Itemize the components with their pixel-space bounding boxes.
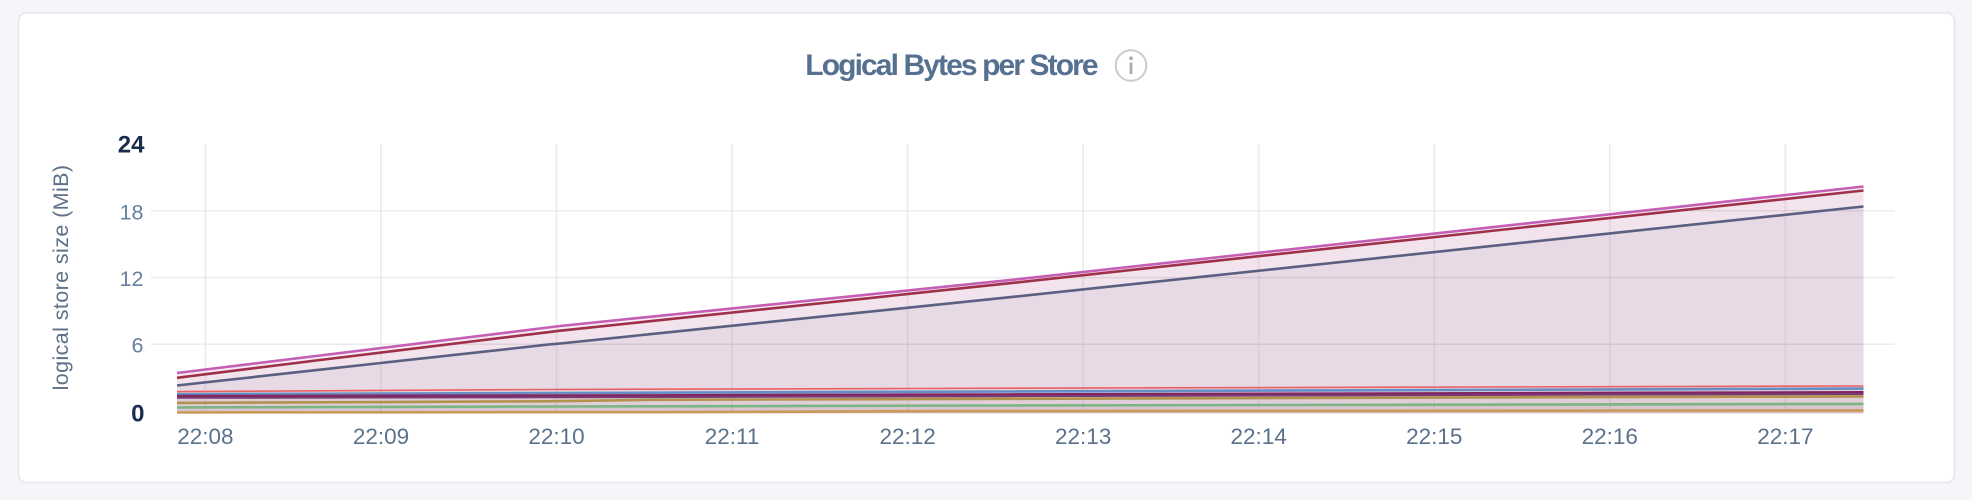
svg-text:18: 18 bbox=[120, 200, 144, 224]
svg-text:24: 24 bbox=[118, 131, 145, 158]
svg-text:22:10: 22:10 bbox=[528, 424, 584, 449]
svg-text:22:13: 22:13 bbox=[1055, 424, 1111, 449]
svg-text:logical store size (MiB): logical store size (MiB) bbox=[49, 165, 73, 391]
svg-text:Logical Bytes per Store: Logical Bytes per Store bbox=[805, 49, 1098, 82]
svg-text:22:11: 22:11 bbox=[705, 424, 760, 449]
svg-text:22:08: 22:08 bbox=[177, 424, 233, 449]
svg-text:22:09: 22:09 bbox=[353, 424, 409, 449]
svg-text:22:12: 22:12 bbox=[879, 424, 935, 449]
svg-text:12: 12 bbox=[120, 267, 144, 291]
svg-text:22:14: 22:14 bbox=[1231, 424, 1287, 449]
svg-text:22:16: 22:16 bbox=[1582, 424, 1638, 449]
svg-text:6: 6 bbox=[132, 334, 144, 358]
svg-text:22:15: 22:15 bbox=[1406, 424, 1462, 449]
svg-text:22:17: 22:17 bbox=[1757, 424, 1813, 449]
svg-text:0: 0 bbox=[131, 400, 144, 427]
